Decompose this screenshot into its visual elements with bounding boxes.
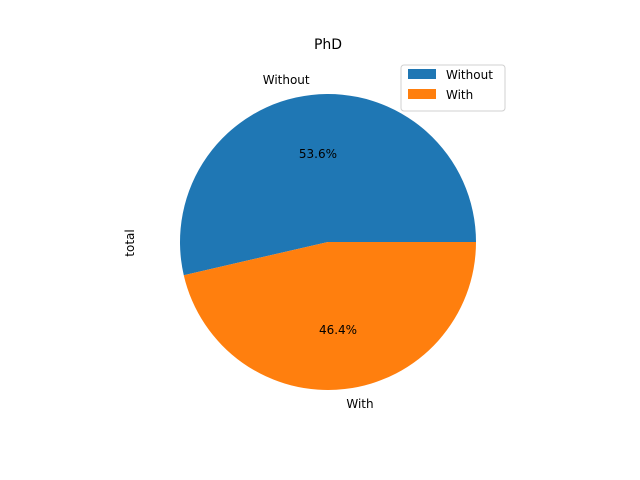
legend-swatch-without (408, 69, 436, 79)
pie-slices (180, 94, 476, 391)
legend-label-with: With (446, 88, 473, 102)
pie-slice-without (180, 94, 476, 276)
percent-label-without: 53.6% (299, 147, 337, 161)
legend: Without With (400, 64, 506, 112)
legend-swatch-with (408, 89, 436, 99)
pie-slice-with (183, 242, 476, 391)
slice-label-without: Without (263, 73, 310, 87)
chart-title: PhD (314, 37, 342, 53)
legend-label-without: Without (446, 68, 493, 82)
y-axis-label: total (123, 229, 137, 256)
percent-label-with: 46.4% (319, 323, 357, 337)
pie-labels: Without 53.6% With 46.4% (263, 73, 374, 411)
slice-label-with: With (346, 397, 373, 411)
